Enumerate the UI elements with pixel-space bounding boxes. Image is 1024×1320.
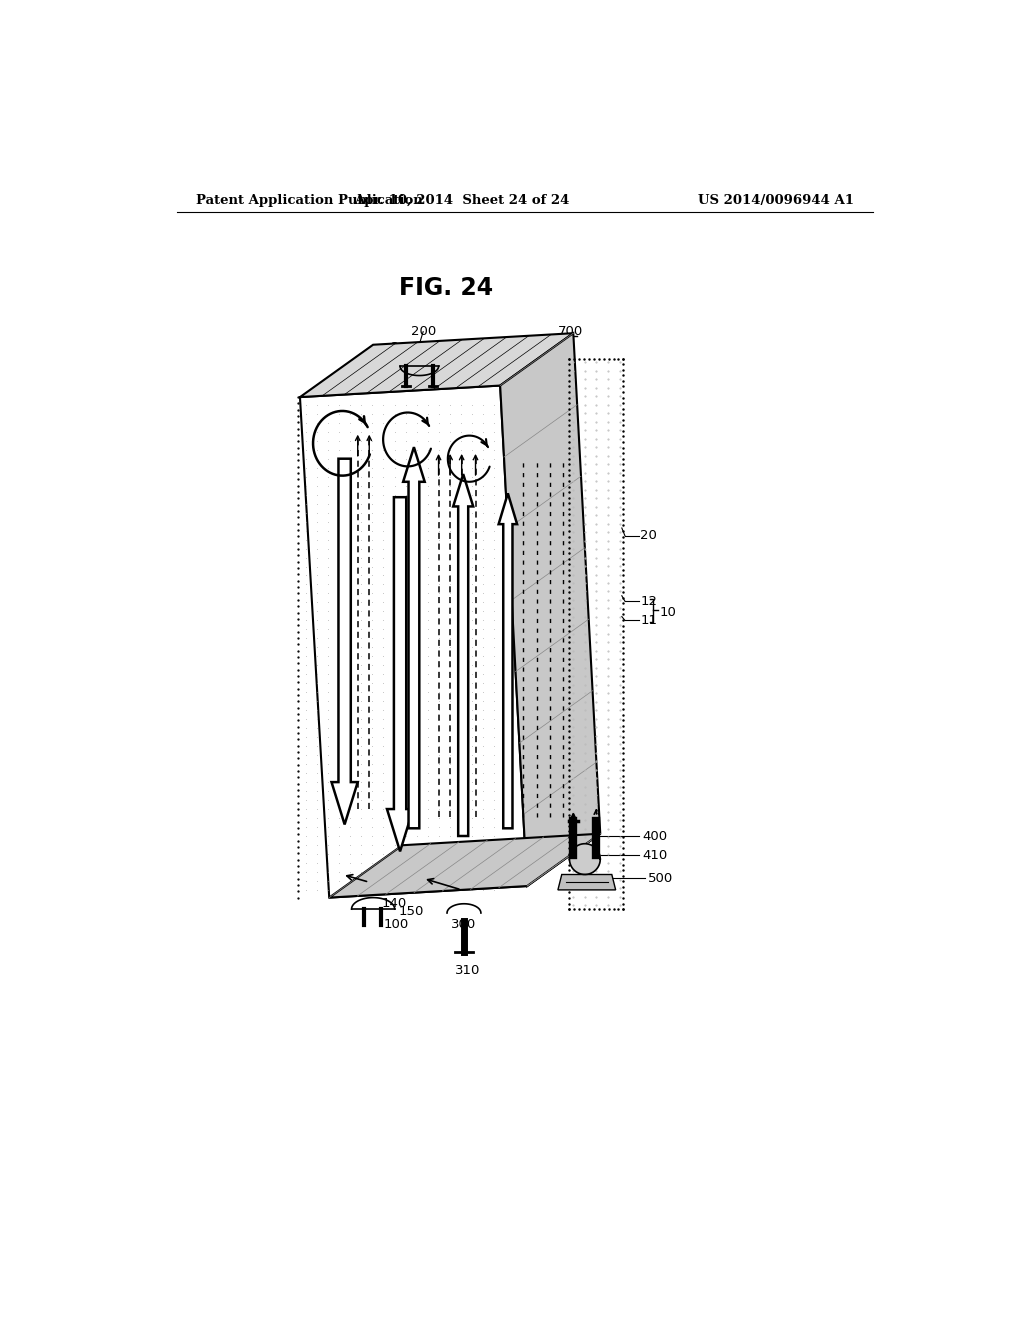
Text: 20: 20 bbox=[640, 529, 657, 543]
Polygon shape bbox=[454, 474, 473, 836]
Text: FIG. 24: FIG. 24 bbox=[399, 276, 494, 300]
Text: 410: 410 bbox=[643, 849, 668, 862]
Text: 700: 700 bbox=[558, 325, 583, 338]
Text: 100: 100 bbox=[384, 917, 409, 931]
Text: 200: 200 bbox=[411, 325, 436, 338]
Text: 400: 400 bbox=[643, 829, 668, 842]
Text: 150: 150 bbox=[399, 906, 424, 917]
Polygon shape bbox=[403, 447, 425, 829]
Polygon shape bbox=[500, 333, 600, 886]
Polygon shape bbox=[499, 494, 517, 829]
Text: 240: 240 bbox=[391, 341, 417, 354]
Text: 310: 310 bbox=[455, 964, 480, 977]
Polygon shape bbox=[387, 498, 413, 851]
Text: 250: 250 bbox=[422, 341, 447, 354]
Polygon shape bbox=[332, 459, 357, 825]
Text: US 2014/0096944 A1: US 2014/0096944 A1 bbox=[698, 194, 854, 207]
Text: 12: 12 bbox=[640, 594, 657, 607]
Polygon shape bbox=[300, 385, 527, 898]
Polygon shape bbox=[569, 843, 600, 874]
Polygon shape bbox=[300, 333, 573, 397]
Text: 500: 500 bbox=[648, 871, 673, 884]
Polygon shape bbox=[330, 834, 600, 898]
Polygon shape bbox=[558, 875, 615, 890]
Text: 140: 140 bbox=[382, 898, 408, 911]
Text: Apr. 10, 2014  Sheet 24 of 24: Apr. 10, 2014 Sheet 24 of 24 bbox=[354, 194, 569, 207]
Text: 11: 11 bbox=[640, 614, 657, 627]
Text: 10: 10 bbox=[659, 606, 677, 619]
Text: 300: 300 bbox=[452, 917, 476, 931]
Text: Patent Application Publication: Patent Application Publication bbox=[196, 194, 423, 207]
